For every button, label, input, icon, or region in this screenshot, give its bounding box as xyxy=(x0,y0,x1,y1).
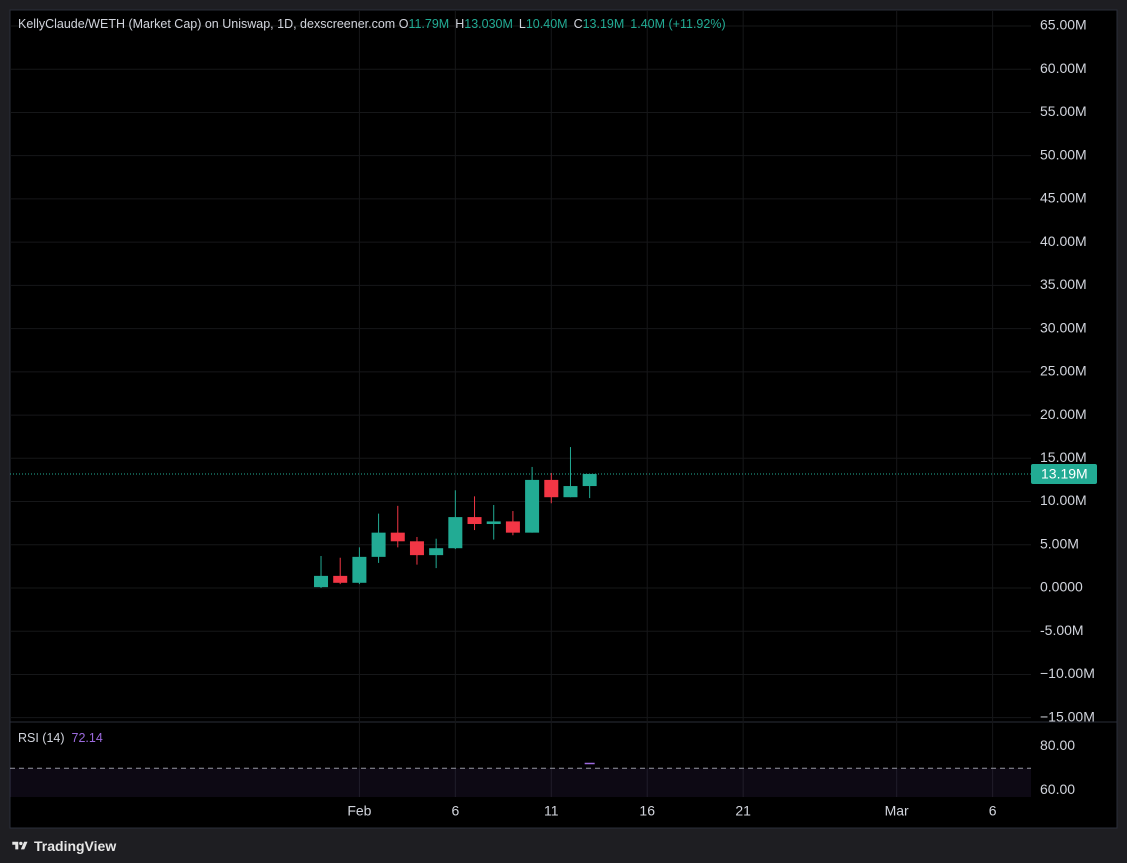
y-tick-label: 55.00M xyxy=(1040,103,1087,119)
x-tick-label: 11 xyxy=(544,803,559,819)
chart-title: KellyClaude/WETH (Market Cap) on Uniswap… xyxy=(18,17,396,31)
chart-frame xyxy=(9,9,1118,829)
candle-body xyxy=(582,473,597,487)
last-price-box xyxy=(1031,463,1097,484)
rsi-band xyxy=(10,768,1031,797)
y-tick-label: 10.00M xyxy=(1040,492,1087,508)
x-tick-label: 21 xyxy=(735,803,751,819)
candle-body xyxy=(448,517,463,549)
footer: TradingView xyxy=(10,836,116,856)
logo xyxy=(12,841,28,850)
last-price-label: 13.19M xyxy=(1041,466,1088,482)
ohlc-key: L xyxy=(518,17,526,31)
candle-body xyxy=(525,479,540,533)
candle-body xyxy=(486,521,501,525)
rsi-title: RSI (14) xyxy=(18,731,65,745)
y-tick-label: 80.00 xyxy=(1040,737,1075,753)
y-tick-label: 50.00M xyxy=(1040,146,1087,162)
y-tick-label: −10.00M xyxy=(1040,665,1095,681)
y-tick-label: 60.00 xyxy=(1040,781,1075,797)
chart-header: KellyClaude/WETH (Market Cap) on Uniswap… xyxy=(18,17,732,31)
candle-body xyxy=(467,517,482,525)
y-tick-label: 25.00M xyxy=(1040,363,1087,379)
candle-body xyxy=(333,575,348,583)
y-tick-label: 0.0000 xyxy=(1040,579,1083,595)
y-tick-label: 45.00M xyxy=(1040,190,1087,206)
candle-body xyxy=(371,532,386,557)
x-tick-label: 16 xyxy=(639,803,655,819)
y-tick-label: 35.00M xyxy=(1040,276,1087,292)
ohlc-key: C xyxy=(573,17,583,31)
x-tick-label: Mar xyxy=(885,803,909,819)
rsi-header: RSI (14) 72.14 xyxy=(18,731,103,745)
y-tick-label: 30.00M xyxy=(1040,319,1087,335)
candle-body xyxy=(505,521,520,533)
ohlc-key: H xyxy=(455,17,465,31)
candle-body xyxy=(314,575,329,588)
y-tick-label: 20.00M xyxy=(1040,406,1087,422)
candle-body xyxy=(390,532,405,542)
ohlc-value: 13.19M xyxy=(582,17,625,31)
ohlc-key: O xyxy=(398,17,409,31)
candle-body xyxy=(409,541,424,556)
x-tick-label: Feb xyxy=(347,803,371,819)
y-tick-label: 60.00M xyxy=(1040,60,1087,76)
candle-body xyxy=(429,548,444,556)
candle-body xyxy=(544,479,559,498)
brand: TradingView xyxy=(34,838,117,854)
y-tick-label: -5.00M xyxy=(1040,622,1084,638)
y-tick-label: 5.00M xyxy=(1040,535,1079,551)
change-label: 1.40M (+11.92%) xyxy=(630,17,726,31)
y-tick-label: 40.00M xyxy=(1040,233,1087,249)
x-tick-label: 6 xyxy=(989,803,997,819)
ohlc-legend: O11.79M H13.030M L10.40M C13.19M xyxy=(399,17,631,31)
x-tick-label: 6 xyxy=(451,803,459,819)
y-tick-label: 65.00M xyxy=(1040,17,1087,33)
candle-body xyxy=(563,486,578,498)
ohlc-value: 13.030M xyxy=(464,17,513,31)
y-tick-label: −15.00M xyxy=(1040,708,1095,724)
candle-body xyxy=(352,556,367,583)
rsi-value: 72.14 xyxy=(71,731,103,745)
ohlc-value: 11.79M xyxy=(408,17,450,31)
y-tick-label: 15.00M xyxy=(1040,449,1087,465)
ohlc-value: 10.40M xyxy=(525,17,568,31)
